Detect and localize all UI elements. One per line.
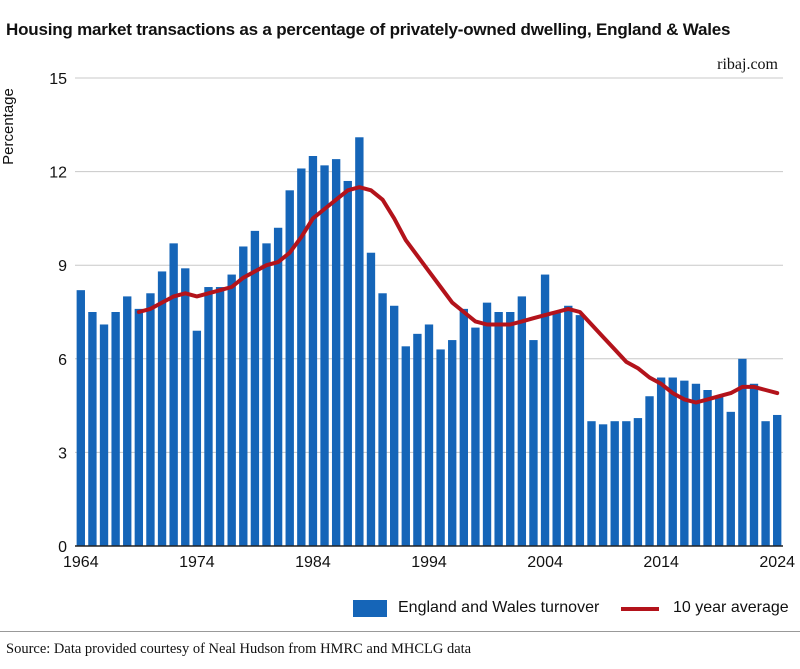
bar bbox=[413, 333, 422, 546]
bar bbox=[424, 324, 434, 546]
x-tick-label: 1964 bbox=[63, 554, 99, 571]
bar bbox=[273, 227, 283, 546]
bar bbox=[471, 327, 480, 546]
bar bbox=[250, 230, 260, 546]
chart-title: Housing market transactions as a percent… bbox=[6, 20, 731, 39]
legend-line-label: 10 year average bbox=[673, 599, 789, 616]
bar bbox=[343, 180, 352, 546]
bar bbox=[610, 421, 619, 546]
bar bbox=[552, 312, 561, 546]
bar bbox=[146, 293, 155, 546]
credit-label: ribaj.com bbox=[717, 56, 778, 73]
bar bbox=[436, 349, 445, 546]
source-note: Source: Data provided courtesy of Neal H… bbox=[6, 641, 472, 657]
bar bbox=[506, 312, 515, 546]
legend-bar-label: England and Wales turnover bbox=[398, 599, 600, 616]
bar bbox=[297, 168, 306, 547]
bar bbox=[134, 308, 144, 546]
bar bbox=[331, 159, 341, 546]
bar bbox=[320, 165, 329, 547]
bar bbox=[390, 305, 399, 546]
bar bbox=[494, 312, 503, 546]
bar bbox=[239, 246, 248, 547]
bar bbox=[680, 380, 689, 546]
bar bbox=[726, 411, 735, 546]
bar bbox=[517, 296, 527, 546]
bar bbox=[215, 287, 225, 546]
y-tick-label: 12 bbox=[49, 165, 67, 182]
x-tick-label: 2004 bbox=[527, 554, 563, 571]
bar bbox=[308, 156, 318, 546]
y-tick-label: 15 bbox=[49, 71, 67, 88]
bar bbox=[738, 358, 747, 546]
legend-bar-swatch bbox=[353, 600, 387, 617]
bar bbox=[773, 414, 782, 546]
bar bbox=[598, 424, 608, 546]
x-tick-label: 1984 bbox=[295, 554, 331, 571]
bar bbox=[761, 421, 770, 546]
y-tick-label: 6 bbox=[58, 352, 67, 369]
bar bbox=[529, 340, 538, 546]
bar bbox=[366, 252, 376, 546]
bar bbox=[633, 418, 643, 546]
bar bbox=[192, 330, 202, 546]
bar bbox=[111, 312, 120, 546]
bar bbox=[459, 308, 468, 546]
bar bbox=[123, 296, 132, 546]
bar bbox=[714, 396, 724, 546]
bar bbox=[169, 243, 178, 547]
y-tick-label: 3 bbox=[58, 445, 67, 462]
x-tick-label: 2014 bbox=[643, 554, 679, 571]
bar bbox=[645, 396, 654, 546]
legend-line-swatch bbox=[621, 607, 659, 611]
bar bbox=[204, 287, 213, 546]
bar bbox=[181, 268, 190, 546]
bar bbox=[157, 271, 167, 546]
bar bbox=[88, 312, 97, 546]
bar bbox=[99, 324, 109, 546]
x-tick-label: 1974 bbox=[179, 554, 215, 571]
y-tick-label: 0 bbox=[58, 539, 67, 556]
bar bbox=[656, 377, 666, 546]
bar bbox=[749, 383, 759, 546]
bar bbox=[378, 293, 387, 546]
bar bbox=[703, 390, 712, 546]
bar bbox=[262, 243, 271, 547]
series-line-10-year-average bbox=[136, 185, 780, 405]
bar bbox=[482, 302, 492, 546]
bar bbox=[622, 421, 631, 546]
bar bbox=[540, 274, 550, 546]
bar bbox=[587, 421, 596, 546]
bar bbox=[448, 340, 457, 546]
bar bbox=[564, 305, 573, 546]
y-tick-label: 9 bbox=[58, 258, 67, 275]
x-tick-label: 2024 bbox=[759, 554, 795, 571]
bar bbox=[668, 377, 677, 546]
bar bbox=[76, 290, 85, 546]
bar bbox=[401, 346, 410, 546]
footer-divider bbox=[0, 631, 800, 632]
legend: England and Wales turnover 10 year avera… bbox=[0, 598, 800, 622]
bar bbox=[575, 315, 585, 546]
bar bbox=[691, 383, 701, 546]
bar bbox=[227, 274, 236, 546]
bar bbox=[285, 190, 294, 546]
bar bbox=[355, 137, 364, 546]
x-tick-label: 1994 bbox=[411, 554, 447, 571]
